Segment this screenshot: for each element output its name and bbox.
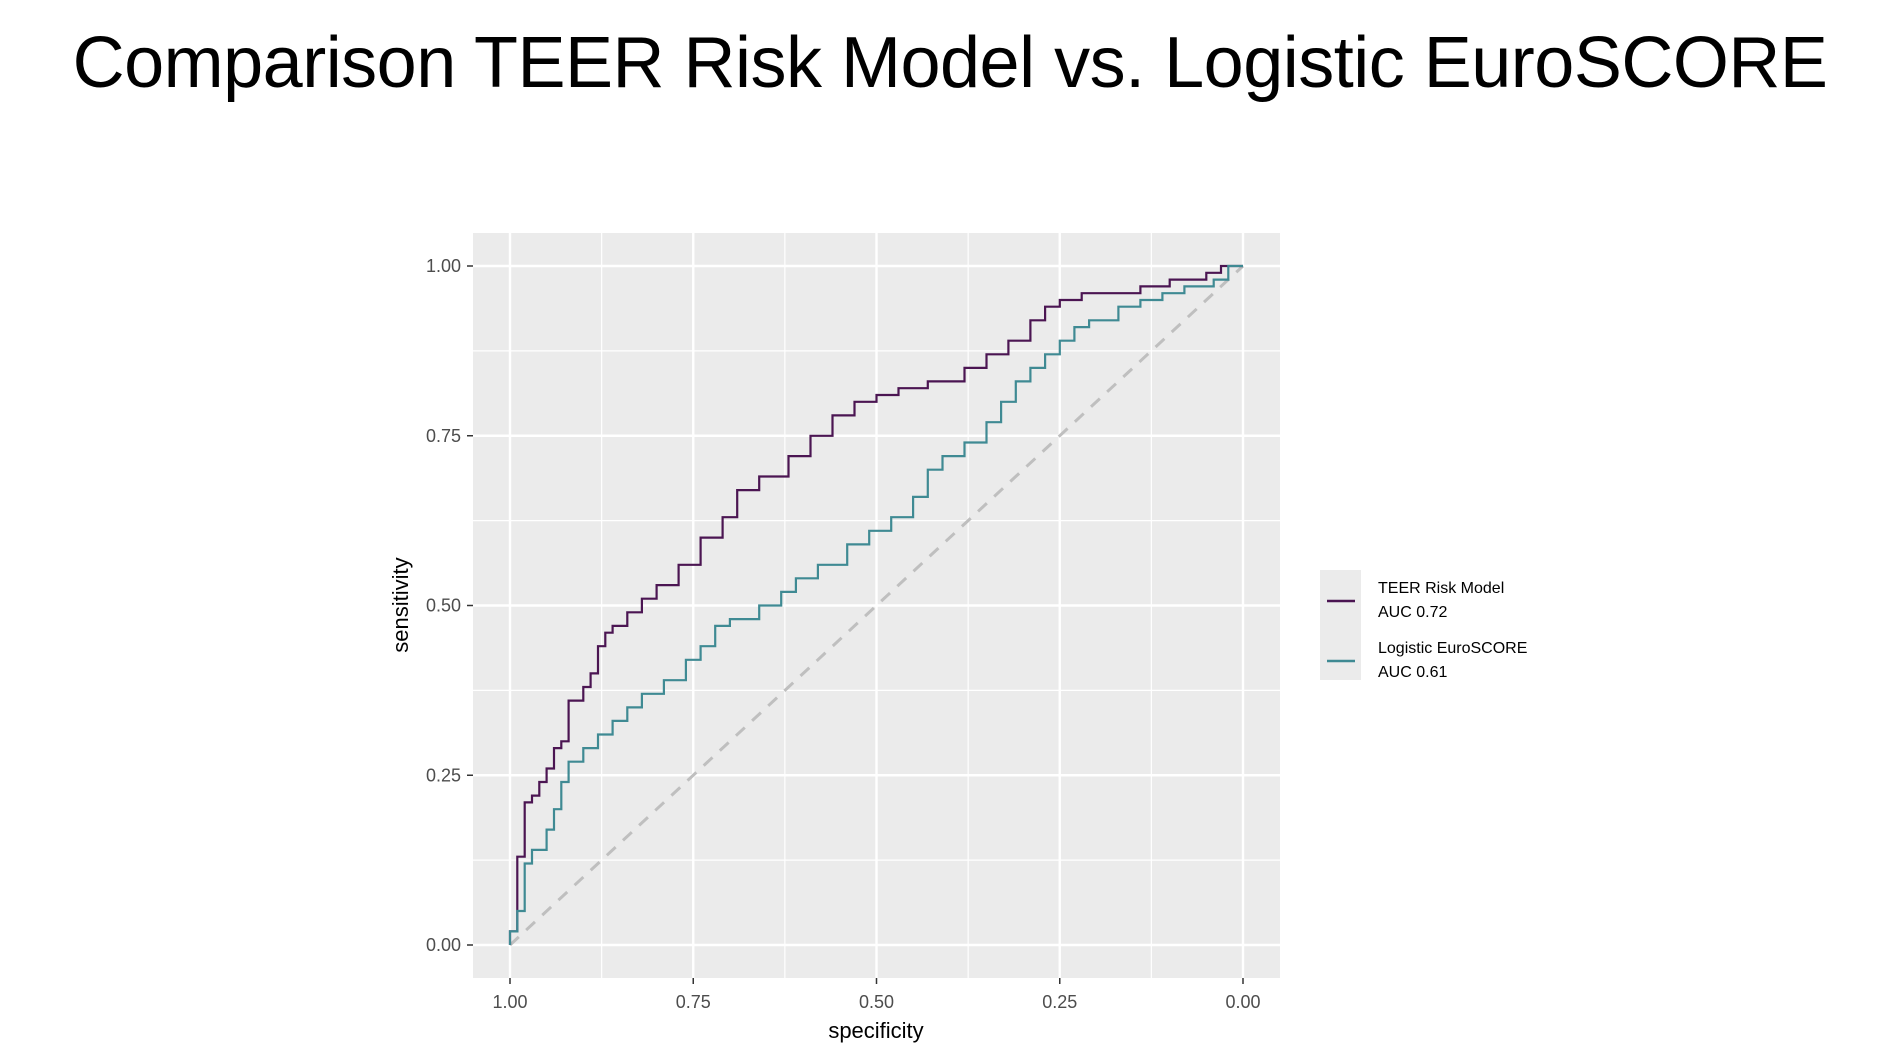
series-layer (508, 264, 1243, 945)
y-tick-label: 0.25 (426, 765, 461, 785)
y-axis-title: sensitivity (388, 557, 413, 652)
x-tick-label: 0.50 (859, 992, 894, 1012)
x-tick-label: 0.75 (676, 992, 711, 1012)
series-line-0 (508, 264, 1243, 945)
x-tick-label: 0.25 (1042, 992, 1077, 1012)
y-tick-label: 1.00 (426, 256, 461, 276)
y-axis: 0.00 0.25 0.50 0.75 1.00 (426, 256, 473, 955)
legend-label-1-line2: AUC 0.61 (1378, 664, 1447, 681)
x-axis: 1.00 0.75 0.50 0.25 0.00 (492, 978, 1261, 1012)
grid-lines (473, 233, 1280, 978)
series-line-1 (508, 264, 1243, 945)
legend-label-1-line1: Logistic EuroSCORE (1378, 640, 1527, 657)
x-tick-label: 0.00 (1225, 992, 1260, 1012)
x-axis-title: specificity (828, 1018, 923, 1043)
legend-label-0-line1: TEER Risk Model (1378, 580, 1504, 597)
y-tick-label: 0.75 (426, 426, 461, 446)
y-tick-label: 0.50 (426, 596, 461, 616)
y-tick-label: 0.00 (426, 935, 461, 955)
slide-title: Comparison TEER Risk Model vs. Logistic … (72, 23, 1828, 103)
legend-label-0-line2: AUC 0.72 (1378, 604, 1447, 621)
legend-key-background (1320, 570, 1361, 680)
legend: TEER Risk Model AUC 0.72 Logistic EuroSCOR… (1320, 570, 1527, 681)
x-tick-label: 1.00 (492, 992, 527, 1012)
